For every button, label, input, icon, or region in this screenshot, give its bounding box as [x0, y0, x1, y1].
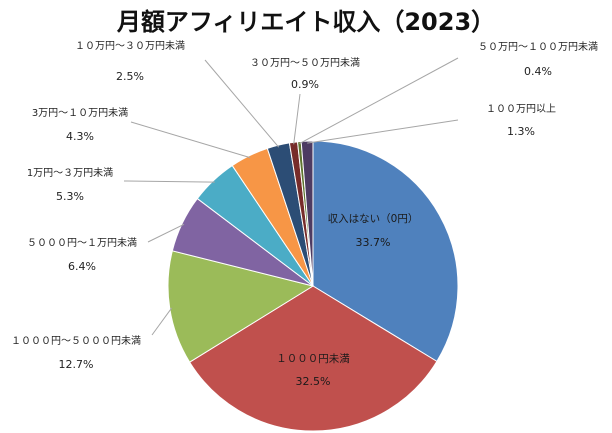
slice-name-label: 1万円～３万円未満 — [27, 167, 113, 179]
slice-value-label: 1.3% — [507, 125, 535, 138]
slice-value-label: 33.7% — [356, 236, 391, 249]
slice-value-label: 0.9% — [291, 78, 319, 91]
slice-value-label: 2.5% — [116, 70, 144, 83]
leader-line-9 — [299, 57, 459, 145]
slice-value-label: 5.3% — [56, 190, 84, 203]
slice-name-label: ３０万円～５０万円未満 — [250, 57, 360, 69]
pie-slice-3 — [167, 250, 315, 363]
leader-line-6 — [130, 121, 251, 159]
leader-line-10 — [307, 119, 459, 144]
slice-value-label: 6.4% — [68, 260, 96, 273]
slice-name-label: １０００円～５０００円未満 — [11, 335, 141, 347]
slice-name-label: ５０００円～１万円未満 — [27, 237, 137, 249]
slice-labels: 収入はない（0円） 33.7% １０００円未満 32.5% １０００円～５０００円未満 1… — [11, 40, 598, 388]
slice-value-label: 12.7% — [59, 358, 94, 371]
slice-name-label: １０万円～３０万円未満 — [75, 40, 185, 52]
slice-value-label: 32.5% — [296, 375, 331, 388]
slice-name-label: １０００円未満 — [276, 353, 350, 365]
leader-line-5 — [123, 180, 215, 183]
pie-slice-10 — [300, 140, 314, 287]
leader-line-7 — [204, 59, 280, 148]
pie-slice-2 — [188, 285, 438, 432]
pie-slices — [167, 140, 459, 432]
slice-name-label: 3万円～１０万円未満 — [32, 107, 128, 119]
pie-slice-1 — [312, 140, 459, 363]
slice-name-label: ５０万円～１００万円未満 — [478, 41, 598, 53]
leader-lines — [123, 57, 459, 336]
leader-line-3 — [151, 307, 173, 336]
slice-name-label: １００万円以上 — [486, 103, 556, 115]
slice-value-label: 4.3% — [66, 130, 94, 143]
chart-title: 月額アフィリエイト収入（2023） — [116, 8, 495, 36]
leader-line-4 — [147, 223, 185, 243]
slice-name-label: 収入はない（0円） — [328, 213, 419, 225]
slice-value-label: 0.4% — [524, 65, 552, 78]
leader-line-8 — [293, 93, 301, 145]
